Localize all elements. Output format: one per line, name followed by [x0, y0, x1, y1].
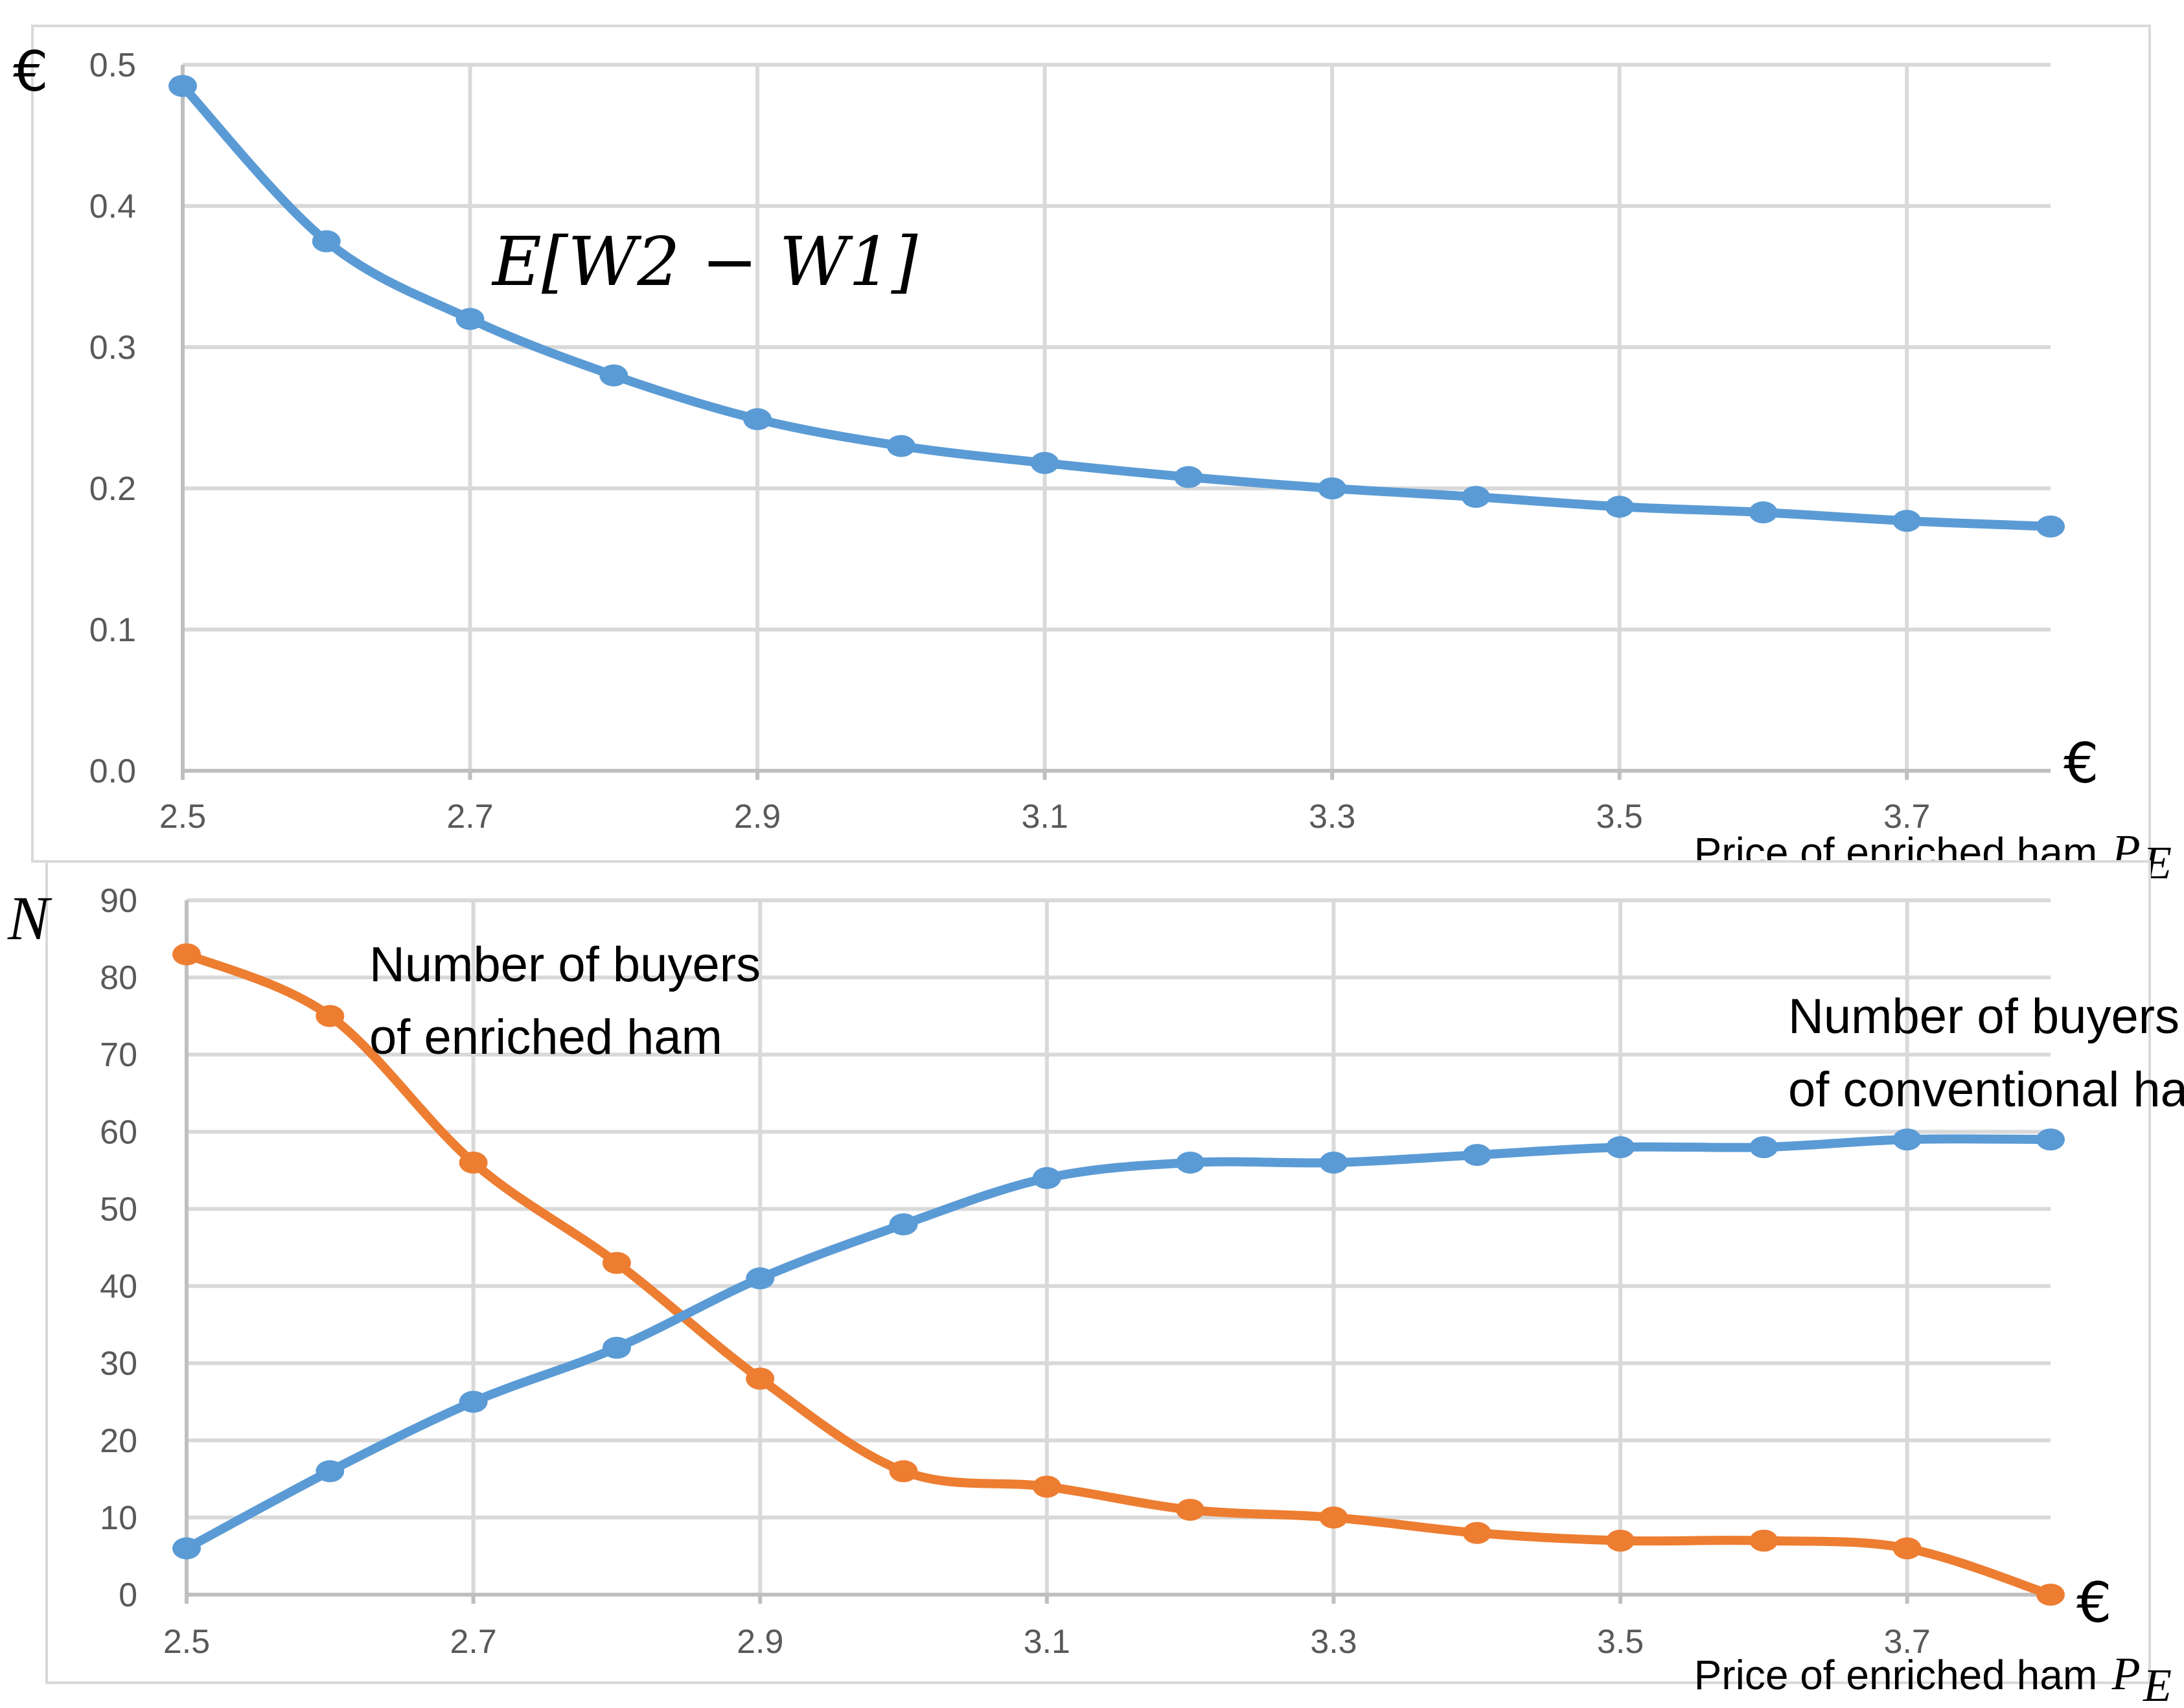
data-point: [2036, 1584, 2065, 1606]
y-tick-label: 0.2: [89, 470, 136, 508]
y-tick-label: 50: [100, 1190, 137, 1228]
data-point: [1892, 1537, 1922, 1560]
chart-bottom-panel: 0 10 20 30 40 50 60 70 80 90 2.5 2.7 2.9 3.1 3.3 3.5 3.7…: [7, 860, 2184, 1708]
data-point: [1319, 1506, 1348, 1529]
data-point: [459, 1151, 488, 1174]
data-point: [1176, 1151, 1205, 1174]
data-point: [1606, 1136, 1635, 1159]
data-point: [889, 1460, 918, 1483]
data-point: [1462, 1144, 1491, 1167]
data-point: [316, 1460, 345, 1483]
y-tick-label: 0.3: [89, 329, 136, 367]
x-tick-label: 3.5: [1597, 1623, 1644, 1661]
top-series: [168, 74, 2065, 538]
y-tick-label: 80: [100, 959, 137, 997]
enriched-annotation-line1: Number of buyers: [369, 937, 761, 992]
data-point: [743, 408, 772, 431]
y-tick-label: 0.0: [89, 753, 136, 790]
data-point: [1462, 1521, 1491, 1544]
data-point: [459, 1391, 488, 1413]
bottom-axes: [185, 900, 2051, 1604]
bottom-x-axis-title-subscript: E: [2143, 1659, 2172, 1708]
data-point: [746, 1267, 775, 1290]
y-tick-label: 60: [100, 1113, 137, 1151]
y-tick-label: 0.5: [89, 47, 136, 84]
x-tick-label: 3.1: [1024, 1623, 1070, 1661]
data-point: [886, 435, 915, 457]
data-point: [455, 308, 485, 330]
bottom-panel-frame: [45, 860, 2151, 1684]
x-tick-label: 3.1: [1021, 798, 1068, 836]
bottom-x-axis-title-symbol: P: [2111, 1648, 2141, 1700]
data-point: [602, 1251, 631, 1274]
top-tick-labels: 0.0 0.1 0.2 0.3 0.4 0.5 2.5 2.7 2.9 3.1 3.3 3.5 3.7: [89, 47, 1931, 836]
data-point: [1892, 1128, 1922, 1151]
top-x-unit-label: €: [2063, 731, 2099, 796]
y-tick-label: 20: [100, 1422, 137, 1460]
top-axes: [181, 65, 2051, 780]
y-tick-label: 0: [119, 1577, 137, 1614]
x-tick-label: 3.3: [1309, 798, 1355, 836]
x-tick-label: 2.9: [734, 798, 781, 836]
data-point: [312, 230, 341, 253]
data-point: [1892, 510, 1922, 532]
data-point: [316, 1005, 345, 1027]
data-point: [1749, 1136, 1778, 1159]
x-tick-label: 2.9: [737, 1623, 783, 1661]
data-point: [168, 74, 197, 97]
x-tick-label: 3.3: [1310, 1623, 1357, 1661]
x-tick-label: 3.7: [1883, 798, 1930, 836]
data-point: [746, 1367, 775, 1390]
data-point: [2036, 515, 2065, 538]
series-number-of-buyers-of-enriched-ham: [172, 943, 2065, 1606]
data-point: [599, 364, 628, 387]
x-tick-label: 3.5: [1596, 798, 1643, 836]
data-point: [602, 1336, 631, 1359]
data-point: [1319, 1151, 1348, 1174]
y-tick-label: 30: [100, 1345, 137, 1383]
bottom-y-axis-label: N: [7, 883, 52, 953]
data-point: [172, 943, 201, 966]
x-tick-label: 2.5: [163, 1623, 210, 1661]
bottom-x-axis-title-text: Price of enriched ham: [1694, 1652, 2098, 1698]
data-point: [1032, 1167, 1061, 1189]
chart-top-panel: 0.00.10.20.30.40.52.5 2.7 2.9 3.1 3.3 3.5 3.7 …: [13, 25, 2172, 889]
series-number-of-buyers-of-conventional-ham: [172, 1128, 2065, 1560]
bottom-x-axis-title: Price of enriched ham P E: [1694, 1648, 2172, 1708]
x-tick-label: 2.5: [159, 798, 206, 836]
data-point: [1030, 451, 1059, 474]
y-tick-label: 0.4: [89, 188, 136, 225]
conventional-annotation-line2: of conventional ham: [1788, 1062, 2184, 1117]
data-point: [1606, 1529, 1635, 1552]
y-tick-label: 40: [100, 1268, 137, 1306]
x-tick-label: 2.7: [450, 1623, 496, 1661]
data-point: [1032, 1475, 1061, 1498]
bottom-tick-labels: 0 10 20 30 40 50 60 70 80 90 2.5 2.7 2.9 3.1 3.3 3.5 3.7: [100, 882, 1931, 1661]
top-y-unit-label: €: [13, 40, 49, 104]
series-e-w2-w1: [168, 74, 2065, 538]
y-tick-label: 0.1: [89, 611, 136, 649]
data-point: [1749, 1529, 1778, 1552]
x-tick-label: 3.7: [1884, 1623, 1931, 1661]
bottom-series: [172, 943, 2065, 1606]
data-point: [1176, 1498, 1205, 1521]
y-tick-label: 10: [100, 1499, 137, 1537]
data-point: [1749, 501, 1778, 524]
data-point: [1318, 477, 1347, 499]
data-point: [1461, 486, 1490, 508]
bottom-x-unit-label: €: [2076, 1571, 2112, 1635]
y-tick-label: 70: [100, 1036, 137, 1074]
data-point: [2036, 1128, 2065, 1151]
data-point: [172, 1537, 201, 1560]
y-tick-label: 90: [100, 882, 137, 920]
data-point: [1174, 466, 1203, 488]
data-point: [889, 1213, 918, 1236]
top-formula-annotation: E[W2 − W1]: [491, 222, 918, 301]
top-panel-frame: [31, 25, 2151, 863]
data-point: [1605, 495, 1634, 518]
x-tick-label: 2.7: [446, 798, 493, 836]
enriched-annotation-line2: of enriched ham: [369, 1010, 722, 1065]
conventional-annotation-line1: Number of buyers: [1788, 989, 2179, 1044]
